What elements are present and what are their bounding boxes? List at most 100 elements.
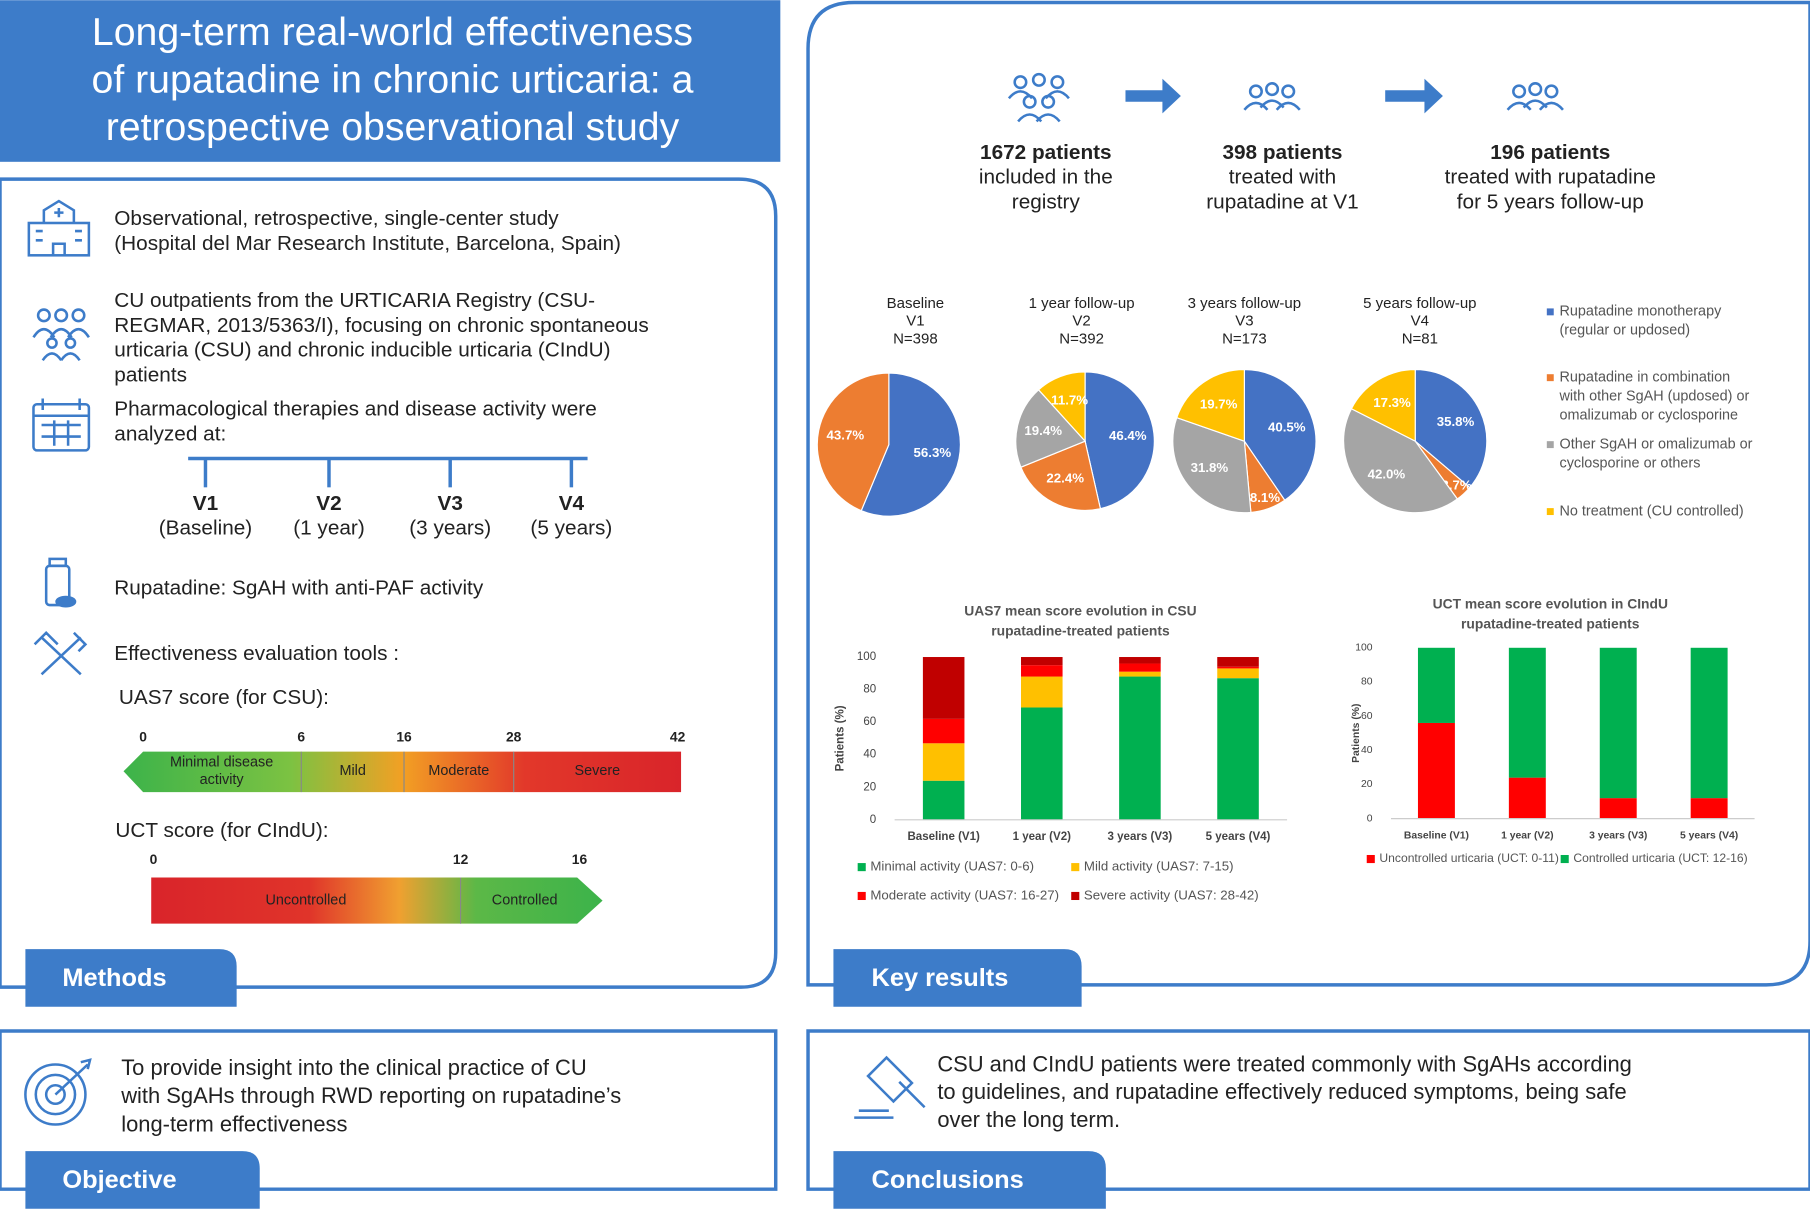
calendar-icon bbox=[32, 398, 91, 452]
chart-title: UAS7 mean score evolution in CSU bbox=[964, 603, 1196, 619]
y-tick-label: 80 bbox=[863, 684, 876, 696]
band-label: Mild bbox=[339, 763, 365, 779]
results-box bbox=[806, 0, 1810, 987]
flow-text: treated with bbox=[1229, 165, 1336, 188]
pie-slice bbox=[1343, 407, 1459, 514]
conclusions-box bbox=[806, 1029, 1810, 1191]
bar-segment bbox=[922, 780, 965, 820]
target-icon bbox=[24, 1058, 92, 1126]
visit-code: V3 bbox=[437, 492, 462, 515]
flow-count: 1672 patients bbox=[980, 141, 1112, 164]
legend-text: Rupatadine in combination bbox=[1560, 369, 1731, 385]
scale-tick: 16 bbox=[572, 851, 588, 867]
pie-title: V1 bbox=[906, 313, 924, 330]
legend-swatch bbox=[1071, 863, 1080, 872]
y-tick-label: 80 bbox=[1361, 677, 1373, 688]
methods-box bbox=[0, 177, 778, 989]
flow-text: rupatadine at V1 bbox=[1206, 190, 1358, 213]
legend-text: Other SgAH or omalizumab or bbox=[1560, 436, 1753, 452]
x-tick-label: 3 years (V3) bbox=[1108, 831, 1173, 843]
bar-segment bbox=[1599, 798, 1637, 819]
legend-swatch bbox=[1546, 508, 1554, 516]
bar-segment bbox=[1599, 647, 1637, 799]
x-tick-label: 5 years (V4) bbox=[1680, 831, 1738, 842]
y-tick-label: 60 bbox=[863, 716, 876, 728]
pie-slice bbox=[1350, 369, 1416, 443]
flow-count: 398 patients bbox=[1222, 141, 1342, 164]
pie-slice bbox=[1084, 371, 1155, 510]
people-icon bbox=[32, 308, 90, 362]
bar-segment bbox=[1508, 777, 1546, 819]
scale-title: UCT score (for CIndU): bbox=[115, 819, 328, 842]
bar-segment bbox=[922, 657, 965, 719]
pie-slice bbox=[860, 372, 961, 517]
population-text: urticaria (CSU) and chronic inducible ur… bbox=[114, 339, 610, 362]
bar-segment bbox=[922, 743, 965, 781]
section-label: Methods bbox=[62, 964, 166, 992]
objective-text: long-term effectiveness bbox=[121, 1111, 347, 1136]
slice-label: 56.3% bbox=[914, 445, 952, 460]
legend-text: with other SgAH (updosed) or bbox=[1559, 389, 1750, 405]
visit-label: (1 year) bbox=[293, 516, 365, 539]
pie-slice bbox=[1037, 371, 1086, 443]
pie-title: N=81 bbox=[1402, 331, 1438, 348]
section-label: Conclusions bbox=[872, 1166, 1024, 1194]
y-axis-label: Patients (%) bbox=[1351, 704, 1362, 763]
flow-text: registry bbox=[1012, 190, 1081, 213]
bar-segment bbox=[1217, 678, 1259, 820]
uas7-bar bbox=[123, 751, 682, 793]
title-line: of rupatadine in chronic urticaria: a bbox=[92, 58, 694, 102]
objective-tab bbox=[25, 1151, 260, 1209]
pie-title: 3 years follow-up bbox=[1188, 295, 1301, 312]
drug-text: Rupatadine: SgAH with anti-PAF activity bbox=[114, 576, 484, 599]
design-text: (Hospital del Mar Research Institute, Ba… bbox=[114, 232, 621, 255]
visit-label: (5 years) bbox=[530, 516, 612, 539]
legend-text: cyclosporine or others bbox=[1560, 455, 1701, 471]
bar-segment bbox=[1021, 676, 1063, 708]
conclusions-text: to guidelines, and rupatadine effectivel… bbox=[937, 1079, 1626, 1104]
pie-title: 5 years follow-up bbox=[1363, 295, 1476, 312]
pie-slice bbox=[1172, 416, 1252, 514]
visit-label: (3 years) bbox=[409, 516, 491, 539]
visit-code: V1 bbox=[193, 492, 218, 515]
pie-slice bbox=[1176, 369, 1245, 442]
y-axis-label: Patients (%) bbox=[834, 705, 846, 771]
flow-arrows bbox=[1125, 78, 1443, 114]
flow-text: for 5 years follow-up bbox=[1457, 190, 1644, 213]
pill-icon bbox=[44, 557, 77, 608]
scale-tick: 0 bbox=[150, 851, 158, 867]
band-label: Severe bbox=[575, 763, 621, 779]
icons bbox=[24, 199, 926, 1126]
pie-slice bbox=[1243, 369, 1317, 502]
visit-label: (Baseline) bbox=[159, 516, 253, 539]
legend-text: Mild activity (UAS7: 7-15) bbox=[1084, 859, 1234, 874]
x-tick-label: Baseline (V1) bbox=[907, 831, 980, 843]
bar-segment bbox=[1417, 647, 1455, 723]
bar-segment bbox=[1690, 798, 1728, 819]
chart-title: rupatadine-treated patients bbox=[991, 622, 1170, 638]
legend-swatch bbox=[1560, 854, 1569, 864]
legend-swatch bbox=[1366, 854, 1375, 864]
slice-label: 42.0% bbox=[1368, 466, 1406, 481]
flow-arrow bbox=[1125, 78, 1181, 114]
bar-segment bbox=[1119, 671, 1161, 677]
x-tick-label: 1 year (V2) bbox=[1013, 831, 1071, 843]
legend-swatch bbox=[1546, 374, 1554, 382]
pie-title: N=392 bbox=[1059, 331, 1104, 348]
header-bg bbox=[0, 0, 781, 162]
slice-label: 35.8% bbox=[1437, 414, 1475, 429]
y-tick-label: 100 bbox=[857, 651, 876, 663]
bar-segment bbox=[1217, 668, 1259, 679]
pie-slice bbox=[1020, 440, 1102, 511]
pie-title: V3 bbox=[1235, 313, 1253, 330]
scale-tick: 12 bbox=[453, 851, 469, 867]
bar-segment bbox=[1417, 722, 1455, 819]
population-text: patients bbox=[114, 363, 187, 386]
title-line: retrospective observational study bbox=[106, 105, 680, 149]
slice-label: 43.7% bbox=[827, 427, 865, 442]
y-tick-label: 40 bbox=[1361, 745, 1373, 756]
legend-text: No treatment (CU controlled) bbox=[1560, 503, 1744, 519]
legend-text: (regular or updosed) bbox=[1560, 323, 1691, 339]
legend-text: Controlled urticaria (UCT: 12-16) bbox=[1573, 851, 1747, 865]
